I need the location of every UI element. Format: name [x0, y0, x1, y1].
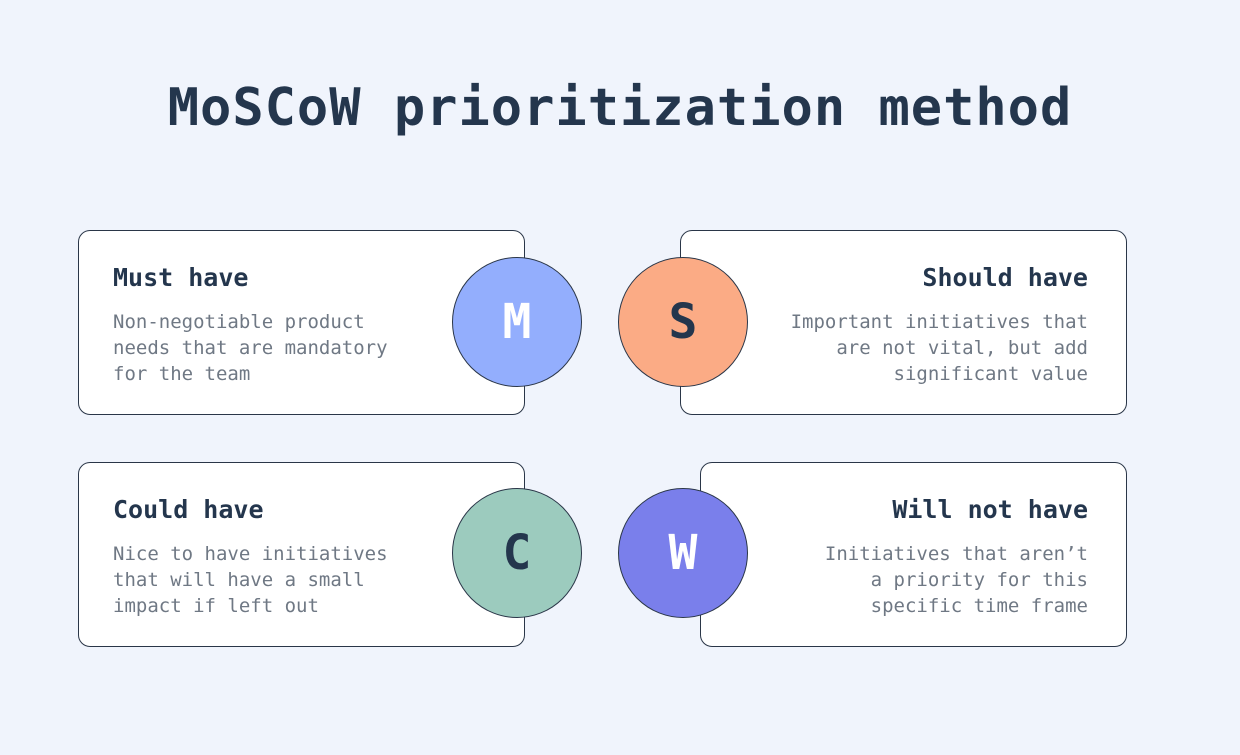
will-not-have-description: Initiatives that aren’t a priority for t…	[825, 541, 1088, 619]
could-have-circle: C	[452, 488, 582, 618]
will-not-have-circle: W	[618, 488, 748, 618]
must-have-description: Non-negotiable product needs that are ma…	[113, 309, 388, 387]
should-have-letter: S	[669, 294, 698, 350]
could-have-description: Nice to have initiatives that will have …	[113, 541, 388, 619]
must-have-title: Must have	[113, 263, 248, 292]
will-not-have-letter: W	[669, 525, 698, 581]
will-not-have-title: Will not have	[892, 495, 1088, 524]
could-have-title: Could have	[113, 495, 264, 524]
must-have-circle: M	[452, 257, 582, 387]
could-have-letter: C	[503, 525, 532, 581]
should-have-circle: S	[618, 257, 748, 387]
should-have-title: Should have	[922, 263, 1088, 292]
will-not-have-card: Will not have Initiatives that aren’t a …	[700, 462, 1127, 647]
page-title: MoSCoW prioritization method	[0, 78, 1240, 138]
must-have-letter: M	[503, 294, 532, 350]
should-have-description: Important initiatives that are not vital…	[791, 309, 1088, 387]
